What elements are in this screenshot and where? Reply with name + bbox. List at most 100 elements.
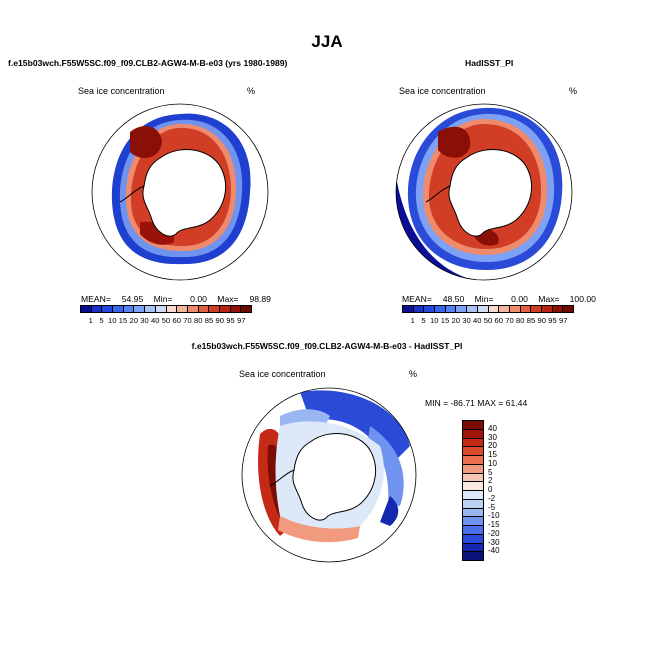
colorbar-swatch [91, 306, 103, 312]
colorbar-swatch [477, 306, 489, 312]
diff-colorbar-label: -20 [488, 528, 500, 538]
colorbar-tick-label: 90 [215, 316, 224, 325]
diff-colorbar-label: -2 [488, 493, 496, 503]
diff-colorbar-labels: 40 30 20 15 10 5 2 0 -2 -5 -10 -15 -20 -30 -40 [488, 420, 518, 560]
colorbar-swatch [520, 306, 532, 312]
colorbar-tick-label: 85 [204, 316, 214, 325]
diff-colorbar-label: 15 [488, 450, 497, 459]
colorbar-swatch [424, 306, 436, 312]
diff-colorbar-label: 40 [488, 423, 497, 433]
colorbar-swatch [177, 306, 188, 312]
colorbar-tick-label: 30 [462, 316, 471, 325]
colorbar-swatch [541, 306, 553, 312]
colorbar-tick-label: 80 [194, 316, 203, 325]
colorbar-tick-label: 15 [440, 316, 450, 325]
model-colorbar-swatches [80, 305, 252, 313]
colorbar-tick-label: 15 [118, 316, 128, 325]
diff-colorbar-label: 30 [488, 432, 497, 442]
colorbar-tick-label: 10 [108, 316, 117, 325]
colorbar-swatch [187, 306, 199, 312]
model-min-label: Min= [153, 294, 173, 304]
colorbar-tick-label: 50 [483, 316, 493, 325]
colorbar-tick-label: 50 [161, 316, 171, 325]
diff-colorbar-label: -30 [488, 537, 500, 547]
model-colorbar: 1 5 10 15 20 30 40 50 60 70 80 85 90 95 97 [80, 305, 252, 325]
obs-polar-map [395, 103, 573, 281]
diff-colorbar-label: -40 [488, 546, 500, 556]
colorbar-tick-label: 80 [516, 316, 525, 325]
colorbar-tick-label: 60 [172, 316, 181, 325]
colorbar-tick-label: 10 [430, 316, 439, 325]
diff-unit-label: % [409, 369, 418, 379]
colorbar-tick-label: 90 [537, 316, 546, 325]
obs-mean-value: 48.50 [442, 294, 465, 304]
obs-colorbar: 1 5 10 15 20 30 40 50 60 70 80 85 90 95 97 [402, 305, 574, 325]
obs-case-title: HadISST_PI [465, 58, 514, 68]
colorbar-swatch [531, 306, 542, 312]
diff-colorbar-label: 2 [488, 476, 493, 486]
colorbar-swatch [81, 306, 92, 312]
colorbar-tick-label: 95 [548, 316, 557, 325]
obs-min-value: 0.00 [511, 294, 528, 304]
colorbar-swatch [219, 306, 231, 312]
colorbar-tick-label: 5 [99, 316, 104, 325]
colorbar-swatch [123, 306, 135, 312]
obs-max-label: Max= [538, 294, 560, 304]
colorbar-swatch [198, 306, 210, 312]
colorbar-tick-label: 97 [237, 316, 246, 325]
diff-colorbar-swatch [462, 551, 484, 561]
diff-case-title: f.e15b03wch.F55W5SC.f09_f09.CLB2-AGW4-M-… [191, 341, 463, 351]
model-mean-label: MEAN= [81, 294, 111, 304]
colorbar-swatch [209, 306, 220, 312]
colorbar-swatch [166, 306, 178, 312]
diff-colorbar-label: 5 [488, 467, 493, 477]
model-polar-map [91, 103, 269, 281]
obs-unit-label: % [569, 86, 578, 96]
diff-colorbar [462, 420, 484, 561]
colorbar-swatch [155, 306, 167, 312]
model-max-value: 98.89 [249, 294, 271, 304]
colorbar-tick-label: 60 [494, 316, 503, 325]
page-title: JJA [311, 32, 343, 51]
colorbar-tick-label: 85 [526, 316, 536, 325]
obs-min-label: Min= [474, 294, 494, 304]
colorbar-tick-label: 97 [559, 316, 568, 325]
model-field-label: Sea ice concentration [78, 86, 165, 96]
colorbar-swatch [509, 306, 521, 312]
diff-colorbar-label: 10 [488, 458, 497, 468]
colorbar-tick-label: 40 [473, 316, 482, 325]
colorbar-swatch [113, 306, 124, 312]
colorbar-swatch [435, 306, 446, 312]
diff-colorbar-label: -15 [488, 520, 500, 529]
colorbar-swatch [488, 306, 500, 312]
diff-colorbar-label: -5 [488, 502, 496, 512]
colorbar-swatch [134, 306, 146, 312]
model-mean-value: 54.95 [121, 294, 144, 304]
diff-field-label: Sea ice concentration [239, 369, 326, 379]
colorbar-swatch [230, 306, 242, 312]
colorbar-swatch [145, 306, 156, 312]
obs-colorbar-swatches [402, 305, 574, 313]
colorbar-swatch [499, 306, 510, 312]
colorbar-swatch [456, 306, 468, 312]
model-unit-label: % [247, 86, 256, 96]
obs-max-value: 100.00 [569, 294, 596, 304]
diff-polar-map [241, 387, 417, 563]
colorbar-swatch [552, 306, 564, 312]
obs-mean-label: MEAN= [402, 294, 432, 304]
colorbar-tick-label: 70 [505, 316, 514, 325]
colorbar-tick-label: 5 [421, 316, 426, 325]
model-case-title: f.e15b03wch.F55W5SC.f09_f09.CLB2-AGW4-M-… [8, 58, 288, 68]
colorbar-swatch [102, 306, 114, 312]
diff-colorbar-label: 0 [488, 485, 493, 494]
colorbar-tick-label: 95 [226, 316, 235, 325]
diff-minmax: MIN = -86.71 MAX = 61.44 [425, 398, 528, 408]
colorbar-tick-label: 1 [88, 316, 93, 325]
colorbar-tick-label: 30 [140, 316, 149, 325]
obs-stats: MEAN= 48.50 Min= 0.00 Max= 100.00 [402, 294, 596, 304]
colorbar-tick-label: 40 [151, 316, 160, 325]
colorbar-tick-label: 70 [183, 316, 192, 325]
model-colorbar-ticks: 1 5 10 15 20 30 40 50 60 70 80 85 90 95 97 [80, 313, 252, 325]
obs-colorbar-ticks: 1 5 10 15 20 30 40 50 60 70 80 85 90 95 97 [402, 313, 574, 325]
model-min-value: 0.00 [190, 294, 207, 304]
